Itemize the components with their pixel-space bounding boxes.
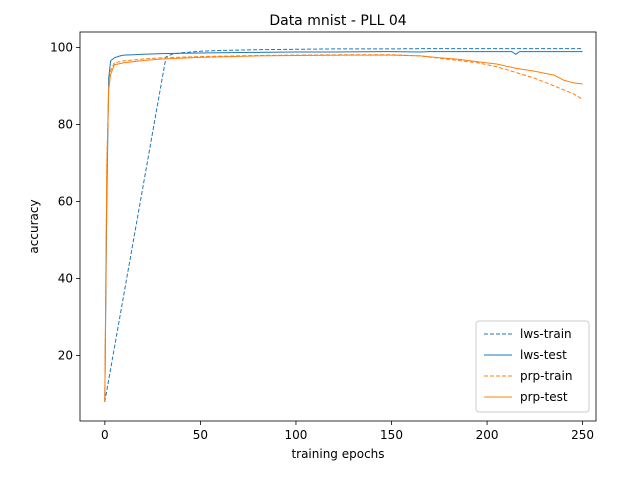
legend: lws-train lws-test prp-train prp-test — [475, 320, 590, 413]
legend-label-prp-test: prp-test — [520, 390, 568, 404]
series-line-lws-train — [104, 48, 583, 402]
axis-ticks: 0 50 100 150 200 250 20 40 60 80 100 — [50, 40, 594, 442]
legend-label-lws-test: lws-test — [520, 348, 567, 362]
plot-frame — [79, 31, 597, 422]
y-tick-label: 20 — [58, 349, 73, 363]
series-line-lws-test — [104, 51, 583, 402]
legend-label-lws-train: lws-train — [520, 327, 572, 341]
x-tick-label: 0 — [101, 428, 109, 442]
plot-area — [104, 48, 583, 402]
y-tick-label: 40 — [58, 271, 73, 285]
x-axis-label: training epochs — [291, 447, 384, 461]
legend-box — [475, 320, 590, 413]
x-tick-label: 100 — [285, 428, 308, 442]
x-tick-label: 150 — [380, 428, 403, 442]
x-tick-label: 50 — [193, 428, 208, 442]
series-line-prp-train — [104, 54, 583, 402]
series-line-prp-test — [104, 54, 583, 402]
y-axis-label: accuracy — [27, 199, 41, 253]
y-tick-label: 60 — [58, 194, 73, 208]
y-tick-label: 80 — [58, 117, 73, 131]
x-tick-label: 250 — [571, 428, 594, 442]
y-tick-label: 100 — [50, 40, 73, 54]
chart-title: Data mnist - PLL 04 — [269, 13, 406, 29]
legend-label-prp-train: prp-train — [520, 369, 572, 383]
x-tick-label: 200 — [476, 428, 499, 442]
